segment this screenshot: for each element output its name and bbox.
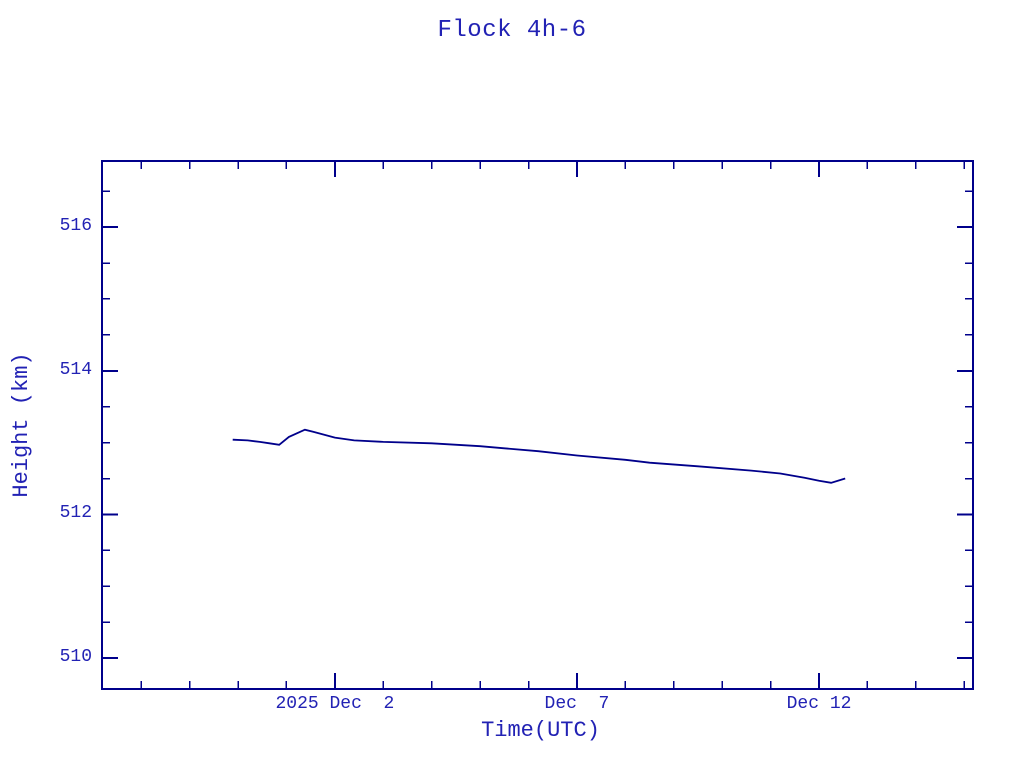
y-tick-label: 512 <box>59 503 92 524</box>
plot-frame <box>101 160 974 690</box>
y-tick-label: 510 <box>59 647 92 668</box>
height-data-line <box>232 428 846 484</box>
y-tick-label: 516 <box>59 216 92 237</box>
x-tick-label: Dec 7 <box>544 694 610 714</box>
x-tick-label: 2025 Dec 2 <box>275 694 395 714</box>
chart-title: Flock 4h-6 <box>437 17 587 44</box>
x-tick-label: Dec 12 <box>786 694 852 714</box>
y-tick-label: 514 <box>59 359 92 380</box>
x-axis-label: Time(UTC) <box>481 718 600 743</box>
